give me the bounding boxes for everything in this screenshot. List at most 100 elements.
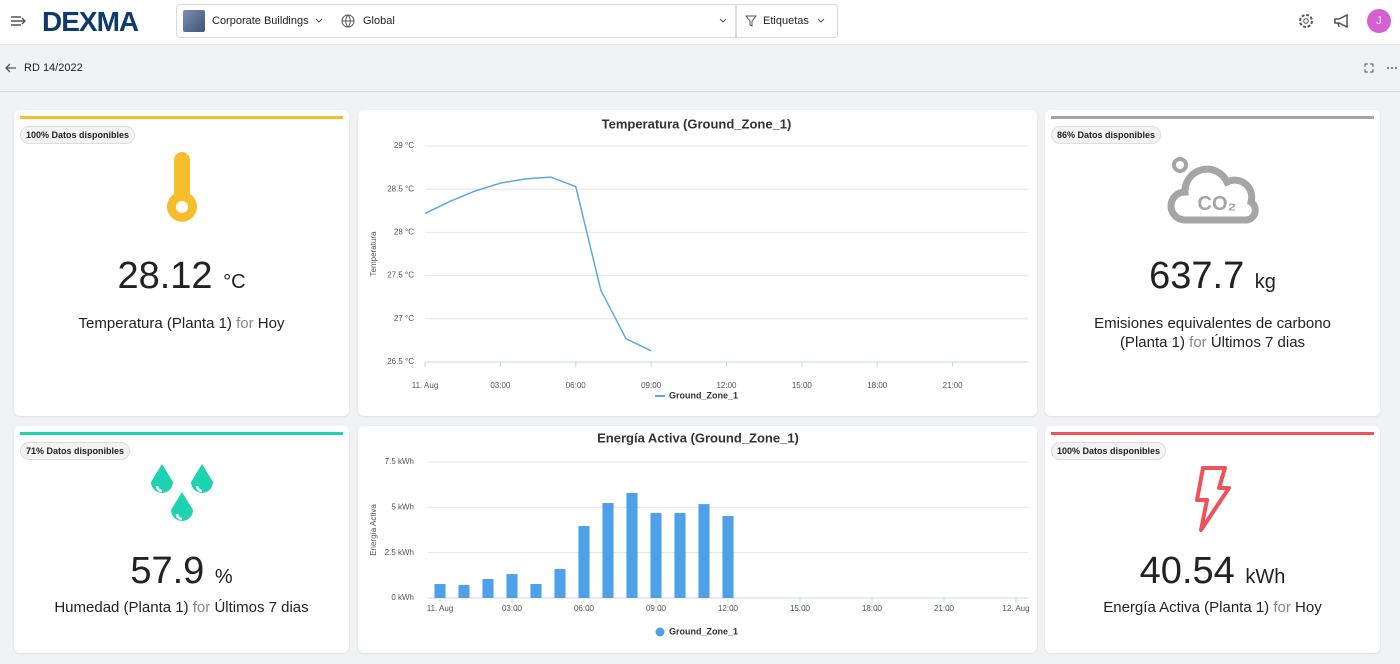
y-tick-label: 27 °C [394, 314, 414, 323]
x-tick-label: 12:00 [716, 381, 737, 390]
building-select[interactable]: Corporate Buildings [176, 4, 334, 38]
more-icon[interactable] [1386, 66, 1398, 70]
fullscreen-icon[interactable] [1364, 63, 1374, 73]
legend-symbol [655, 627, 665, 637]
y-tick-label: 2.5 kWh [385, 548, 414, 557]
bar [530, 584, 542, 598]
x-tick-label: 15:00 [790, 604, 811, 613]
chart-title: Temperatura (Ground_Zone_1) [602, 116, 792, 131]
chevron [719, 18, 727, 23]
bar [554, 568, 566, 598]
widget-card[interactable]: 71% Datos disponibles 57.9 % Humedad (Pl… [14, 426, 349, 653]
metric-unit: kg [1254, 271, 1276, 293]
location-select[interactable]: Global [333, 4, 736, 38]
legend-label: Ground_Zone_1 [669, 626, 738, 636]
x-tick-label: 03:00 [502, 604, 523, 613]
chart-card: Temperatura (Ground_Zone_1) Temperatura 26… [358, 110, 1037, 416]
co2-icon: CO₂ [1167, 157, 1259, 224]
status-bar [20, 116, 343, 119]
dashboard-title: RD 14/2022 [24, 62, 83, 74]
y-tick-label: 29 °C [394, 141, 414, 150]
metric-value: 57.9 [130, 550, 205, 592]
x-tick-label: 06:00 [566, 381, 587, 390]
announcements-icon[interactable] [1333, 12, 1351, 30]
metric-label: Humedad (Planta 1) for Últimos 7 dias [44, 598, 319, 617]
bar [482, 578, 494, 598]
legend-label: Ground_Zone_1 [669, 390, 738, 400]
building-name: Corporate Buildings [212, 15, 309, 27]
label-text: Humedad (Planta 1) [54, 599, 189, 616]
label-text: Emisiones equivalentes de carbono (Plant… [1094, 315, 1331, 351]
for-text: for [1273, 599, 1291, 616]
metric-value: 28.12 [117, 255, 213, 297]
for-text: for [1189, 334, 1207, 351]
bar [506, 574, 518, 598]
x-tick-label: 12:00 [718, 604, 739, 613]
chart-title: Energía Activa (Ground_Zone_1) [597, 430, 799, 445]
y-tick-label: 5 kWh [391, 502, 414, 511]
chevron [817, 18, 825, 23]
metric: 40.54 kWh [1045, 550, 1380, 593]
avatar[interactable]: J [1367, 9, 1391, 33]
availability-badge: 86% Datos disponibles [1051, 126, 1162, 144]
label-text: Energía Activa (Planta 1) [1103, 599, 1270, 616]
label-text: Temperatura (Planta 1) [78, 315, 232, 332]
x-tick-label: 03:00 [490, 381, 511, 390]
metric-label: Energía Activa (Planta 1) for Hoy [1075, 598, 1350, 617]
metric-unit: °C [223, 271, 246, 293]
humidity-icon [151, 464, 213, 522]
y-tick-label: 7.5 kWh [385, 457, 414, 466]
back-arrow[interactable] [5, 62, 17, 74]
icon-text: CO₂ [1198, 193, 1237, 215]
widget-card[interactable]: 86% Datos disponibles CO₂ 637.7 kg Emisi… [1045, 110, 1380, 416]
logo[interactable]: DEXMA [42, 6, 139, 37]
tags-select[interactable]: Etiquetas [736, 4, 838, 38]
y-tick-label: 28 °C [394, 228, 414, 237]
metric-unit: kWh [1245, 566, 1286, 588]
widget-card[interactable]: 100% Datos disponibles 40.54 kWh Energía… [1045, 426, 1380, 653]
metric: 57.9 % [14, 550, 349, 593]
metric: 637.7 kg [1045, 255, 1380, 298]
status-bar [1051, 116, 1374, 119]
chart: Energía Activa (Ground_Zone_1) Energía Ac… [369, 430, 1030, 637]
availability-badge: 100% Datos disponibles [20, 126, 136, 144]
metric-unit: % [214, 566, 233, 588]
globe-icon [341, 14, 355, 28]
tags-label: Etiquetas [763, 15, 809, 27]
period: Últimos 7 dias [1210, 334, 1306, 351]
metric-label: Temperatura (Planta 1) for Hoy [44, 314, 319, 333]
y-tick-label: 28.5 °C [387, 184, 414, 193]
metric: 28.12 °C [14, 255, 349, 298]
bar [626, 493, 638, 598]
y-axis-label: Temperatura [369, 231, 378, 276]
period: Hoy [257, 315, 285, 332]
chart-card: Energía Activa (Ground_Zone_1) Energía Ac… [358, 426, 1037, 653]
bar [650, 512, 662, 598]
breadcrumb-bar: RD 14/2022 [0, 45, 1400, 92]
menu-toggle[interactable] [10, 13, 28, 29]
y-axis-label: Energía Activa [369, 504, 378, 556]
building-thumb [183, 10, 205, 32]
period: Hoy [1295, 599, 1322, 616]
bar [434, 584, 446, 598]
widget-card[interactable]: 100% Datos disponibles 28.12 °C Temperat… [14, 110, 349, 416]
bar [602, 502, 614, 598]
y-tick-label: 27.5 °C [387, 271, 414, 280]
y-tick-label: 0 kWh [391, 593, 414, 602]
x-tick-label: 21:00 [943, 381, 964, 390]
x-tick-label: 12. Aug [1002, 604, 1029, 613]
x-tick-label: 11. Aug [412, 381, 439, 390]
status-bar [20, 432, 343, 435]
chevron [315, 18, 322, 23]
top-bar: DEXMA Corporate Buildings Global Etiquet… [0, 0, 1400, 45]
x-tick-label: 06:00 [574, 604, 595, 613]
bar [674, 512, 686, 598]
period: Últimos 7 dias [214, 599, 309, 616]
metric-label: Emisiones equivalentes de carbono (Plant… [1075, 314, 1350, 352]
x-tick-label: 21:00 [934, 604, 955, 613]
filter-icon [744, 15, 758, 27]
bar [578, 526, 590, 598]
y-tick-label: 26.5 °C [387, 357, 414, 366]
x-tick-label: 15:00 [792, 381, 813, 390]
settings-icon[interactable] [1297, 12, 1315, 30]
